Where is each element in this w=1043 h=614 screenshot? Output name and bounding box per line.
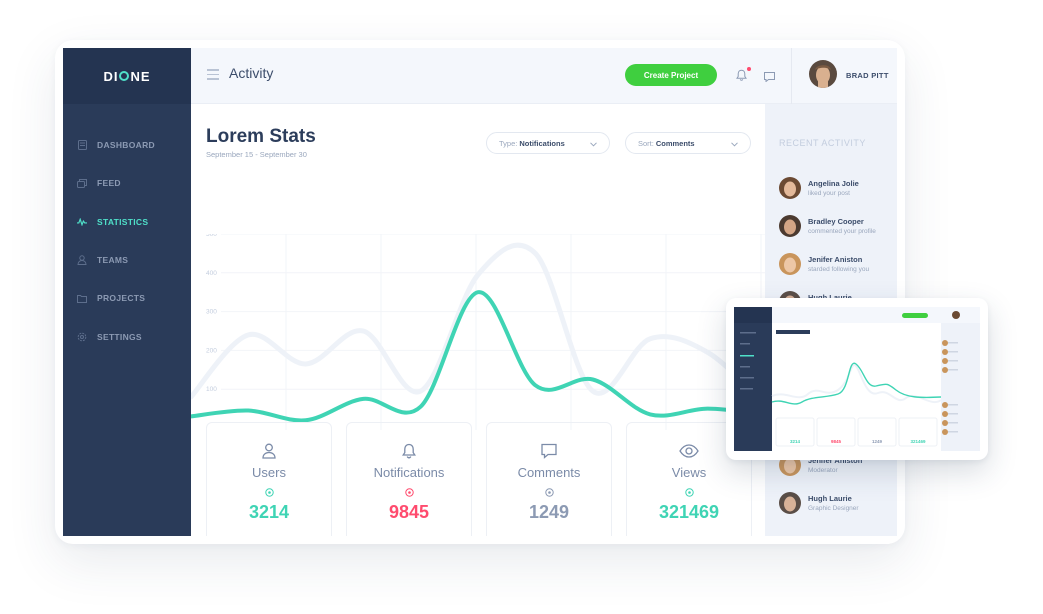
activity-desc: liked your post — [808, 190, 850, 197]
top-bar: Activity Create Project BRAD PITT — [191, 48, 897, 104]
activity-name: Angelina Jolie — [808, 179, 859, 188]
y-tick-label: 200 — [206, 347, 217, 354]
sort-filter-label: Sort: — [638, 138, 654, 148]
activity-item[interactable]: Bradley Cooper commented your profile — [779, 215, 897, 245]
svg-text:9845: 9845 — [831, 439, 842, 444]
bell-icon[interactable] — [736, 68, 747, 86]
series-line-primary — [191, 290, 765, 423]
activity-desc: starded following you — [808, 266, 870, 273]
card-value: 9845 — [388, 502, 430, 522]
stat-card-notifications[interactable]: Notifications 9845 — [346, 422, 472, 536]
sidebar-item-dashboard[interactable]: DASHBOARD — [63, 126, 191, 164]
status-dot-icon — [487, 488, 611, 497]
sidebar-item-feed[interactable]: FEED — [63, 164, 191, 202]
card-label: Comments — [517, 465, 581, 480]
activity-name: Bradley Cooper — [808, 217, 864, 226]
sidebar-item-label: PROJECTS — [97, 293, 146, 304]
stat-cards: Users 3214 Notifications 9845 Comments 1… — [206, 422, 766, 536]
stats-panel: Lorem Stats September 15 - September 30 … — [191, 104, 765, 536]
avatar — [779, 177, 801, 199]
date-range: September 15 - September 30 — [206, 150, 307, 159]
series-line-secondary — [191, 242, 765, 408]
avatar — [779, 253, 801, 275]
dashboard-preview-thumbnail: 3214 9845 1249 321469 — [726, 298, 988, 460]
y-tick-label: 400 — [206, 270, 217, 277]
chevron-down-icon — [590, 140, 597, 149]
type-filter-label: Type: — [499, 138, 518, 148]
card-value: 3214 — [248, 502, 290, 522]
divider — [791, 48, 792, 104]
activity-desc: commented your profile — [808, 228, 876, 235]
activity-item[interactable]: Jenifer Aniston starded following you — [779, 253, 897, 283]
logo[interactable]: DI NE — [63, 48, 191, 104]
chat-icon[interactable] — [764, 69, 775, 87]
sidebar-item-label: TEAMS — [97, 255, 129, 266]
app-window: DI NE DASHBOARD FEED STATISTICS — [63, 48, 897, 536]
stats-line-chart: 500 400 300 200 100 — [191, 234, 765, 430]
sidebar-item-teams[interactable]: TEAMS — [63, 241, 191, 279]
type-filter-select[interactable]: Type: Notifications — [486, 132, 610, 154]
eye-icon — [627, 443, 751, 459]
sidebar-item-projects[interactable]: PROJECTS — [63, 279, 191, 317]
activity-desc: Graphic Designer — [808, 505, 859, 512]
card-value: 1249 — [528, 502, 570, 522]
activity-item[interactable]: Hugh Laurie Graphic Designer — [779, 492, 897, 522]
user-icon — [207, 443, 331, 459]
sidebar-item-settings[interactable]: SETTINGS — [63, 317, 191, 355]
logo-text: DI NE — [103, 68, 151, 84]
avatar[interactable] — [809, 60, 837, 88]
svg-text:321469: 321469 — [910, 439, 926, 444]
activity-name: Hugh Laurie — [808, 293, 852, 302]
stat-card-comments[interactable]: Comments 1249 — [486, 422, 612, 536]
bell-icon — [347, 443, 471, 459]
menu-icon[interactable] — [207, 69, 219, 80]
y-tick-label: 100 — [206, 386, 217, 393]
sort-filter-value: Comments — [655, 138, 695, 148]
activity-name: Jenifer Aniston — [808, 456, 863, 465]
sort-filter-select[interactable]: Sort: Comments — [625, 132, 751, 154]
avatar — [779, 492, 801, 514]
status-dot-icon — [347, 488, 471, 497]
svg-text:3214: 3214 — [790, 439, 801, 444]
sidebar-item-label: STATISTICS — [97, 216, 149, 227]
sidebar-item-label: DASHBOARD — [97, 140, 155, 151]
statistics-icon — [77, 217, 87, 227]
svg-text:1249: 1249 — [872, 439, 883, 444]
teams-icon — [77, 255, 87, 266]
feed-icon — [77, 178, 87, 188]
activity-name: Jenifer Aniston — [808, 255, 863, 264]
page-title: Activity — [229, 65, 274, 81]
chevron-down-icon — [731, 140, 738, 149]
sidebar-item-label: SETTINGS — [97, 331, 142, 342]
y-tick-label: 500 — [206, 234, 217, 238]
sidebar-nav: DASHBOARD FEED STATISTICS TEAMS — [63, 126, 191, 356]
card-label: Users — [252, 465, 286, 480]
stats-title: Lorem Stats — [206, 126, 316, 147]
dashboard-icon — [77, 140, 87, 151]
comment-icon — [487, 443, 611, 459]
avatar — [779, 215, 801, 237]
status-dot-icon — [207, 488, 331, 497]
activity-desc: Moderator — [808, 467, 838, 474]
stat-card-users[interactable]: Users 3214 — [206, 422, 332, 536]
settings-icon — [77, 332, 87, 342]
stat-card-views[interactable]: Views 321469 — [626, 422, 752, 536]
status-dot-icon — [627, 488, 751, 497]
user-name: BRAD PITT — [846, 71, 889, 80]
projects-icon — [77, 293, 87, 303]
sidebar-item-label: FEED — [97, 178, 121, 189]
activity-name: Hugh Laurie — [808, 494, 852, 503]
card-value: 321469 — [658, 502, 720, 522]
notification-dot — [747, 67, 751, 71]
y-tick-label: 300 — [206, 309, 217, 316]
card-label: Notifications — [373, 465, 445, 480]
create-project-button[interactable]: Create Project — [625, 64, 717, 86]
card-label: Views — [671, 465, 707, 480]
activity-heading: RECENT ACTIVITY — [779, 138, 866, 148]
sidebar-item-statistics[interactable]: STATISTICS — [63, 203, 191, 241]
activity-item[interactable]: Angelina Jolie liked your post — [779, 177, 897, 207]
sidebar: DI NE DASHBOARD FEED STATISTICS — [63, 48, 191, 536]
type-filter-value: Notifications — [519, 138, 565, 148]
